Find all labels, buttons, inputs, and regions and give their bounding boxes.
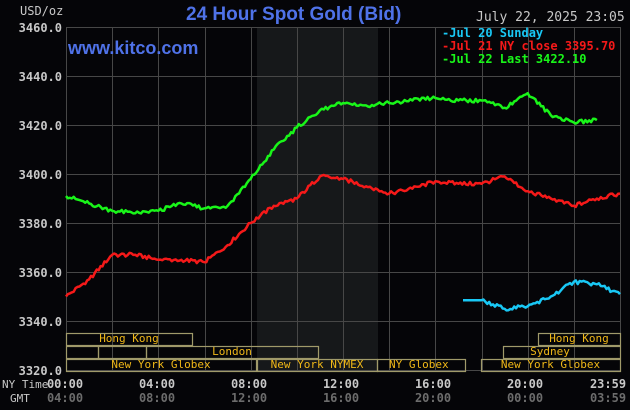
y-tick: 3360.0	[18, 266, 62, 280]
y-tick: 3420.0	[18, 119, 62, 133]
y-tick: 3440.0	[18, 70, 62, 84]
session-ny-globex-3: New York Globex	[500, 358, 601, 371]
x-tick-gmt: 20:00	[414, 391, 452, 405]
x-tick-ny: 12:00	[322, 377, 360, 391]
x-tick-ny: 04:00	[138, 377, 176, 391]
y-tick: 3340.0	[18, 315, 62, 329]
y-tick: 3380.0	[18, 217, 62, 231]
x-tick-gmt: 03:59	[589, 391, 627, 405]
legend-item-jul20: -Jul 20 Sunday	[442, 26, 544, 40]
session-ny-globex: New York Globex	[111, 358, 211, 371]
chart-datetime: July 22, 2025 23:05	[476, 10, 625, 25]
y-axis-unit: USD/oz	[20, 4, 64, 18]
brand-link[interactable]: www.kitco.com	[68, 38, 199, 58]
chart-title: 24 Hour Spot Gold (Bid)	[186, 4, 402, 25]
session-hong-kong-2: Hong Kong	[549, 332, 609, 345]
y-tick: 3320.0	[18, 364, 62, 378]
series-line	[463, 279, 621, 312]
x-tick-gmt: 12:00	[230, 391, 268, 405]
x-tick-gmt: 04:00	[46, 391, 84, 405]
x-tick-ny: 16:00	[414, 377, 452, 391]
chart-legend: -Jul 20 Sunday -Jul 21 NY close 3395.70 …	[436, 27, 620, 67]
legend-item-jul22: -Jul 22 Last 3422.10	[442, 52, 587, 66]
x-tick-ny: 08:00	[230, 377, 268, 391]
x-tick-gmt: 16:00	[322, 391, 360, 405]
x-tick-ny: 20:00	[506, 377, 544, 391]
session-ny-nymex: New York NYMEX	[270, 358, 364, 371]
y-tick: 3460.0	[18, 21, 62, 35]
y-tick: 3400.0	[18, 168, 62, 182]
x-tick-ny: 23:59	[589, 377, 627, 391]
session-ny-globex-2: NY Globex	[389, 358, 449, 371]
x-axis-label-ny: NY Time	[2, 378, 49, 391]
series-line	[65, 173, 621, 298]
legend-item-jul21: -Jul 21 NY close 3395.70	[442, 39, 616, 53]
x-axis-label-gmt: GMT	[10, 392, 30, 405]
x-tick-gmt: 08:00	[138, 391, 176, 405]
x-tick-gmt: 00:00	[506, 391, 544, 405]
x-tick-ny: 00:00	[46, 377, 84, 391]
series-line	[65, 91, 598, 215]
session-london: London	[212, 345, 252, 358]
session-sydney: Sydney	[530, 345, 570, 358]
session-hong-kong: Hong Kong	[99, 332, 159, 345]
